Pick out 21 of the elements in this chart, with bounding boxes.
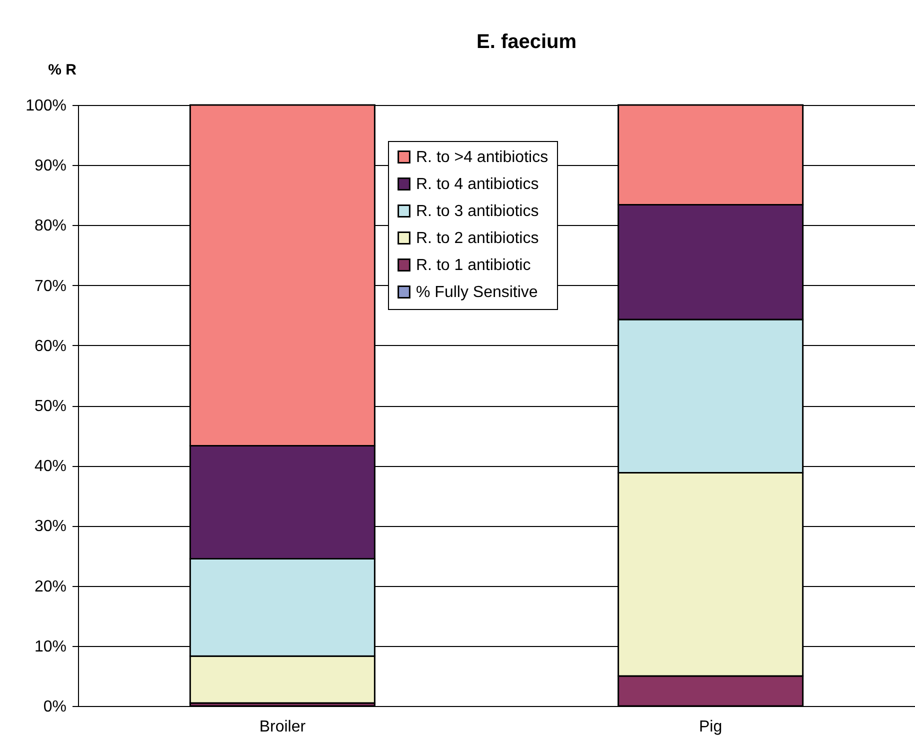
- legend-label: R. to >4 antibiotics: [416, 149, 548, 166]
- y-tick-label: 60%: [34, 338, 66, 355]
- legend-label: R. to 4 antibiotics: [416, 176, 539, 193]
- legend-label: R. to 2 antibiotics: [416, 230, 539, 247]
- y-tick-label: 50%: [34, 398, 66, 415]
- y-tick-label: 70%: [34, 278, 66, 295]
- y-tick-label: 100%: [26, 98, 66, 114]
- y-tick-label: 90%: [34, 158, 66, 175]
- y-tick-label: 80%: [34, 218, 66, 235]
- y-axis-title: % R: [48, 62, 77, 78]
- y-tick-label: 20%: [34, 578, 66, 596]
- y-tick-label: 0%: [43, 698, 66, 716]
- y-tick-label: 30%: [34, 518, 66, 536]
- x-tick-label: Pig: [699, 718, 722, 736]
- legend-label: R. to 1 antibiotic: [416, 257, 531, 274]
- y-tick-label: 40%: [34, 458, 66, 476]
- legend-label: % Fully Sensitive: [416, 284, 538, 301]
- x-tick-label: Broiler: [259, 718, 306, 736]
- chart-title: E. faecium: [476, 31, 577, 53]
- y-tick-label: 10%: [34, 638, 66, 656]
- legend-label: R. to 3 antibiotics: [416, 203, 539, 220]
